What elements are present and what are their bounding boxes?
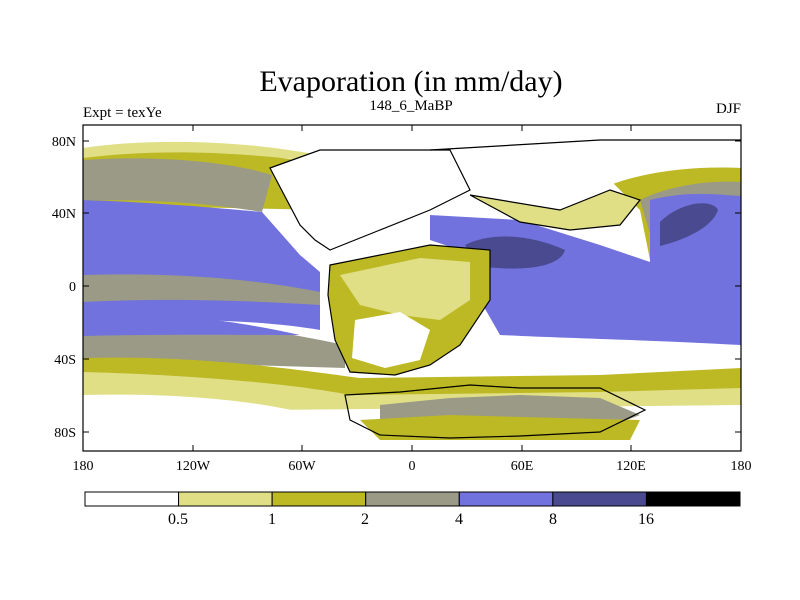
lon-tick-label: 180 xyxy=(73,459,94,474)
coastline-gondwana xyxy=(327,244,491,376)
colorbar-swatch xyxy=(552,491,647,507)
lon-tick-label: 60W xyxy=(288,459,316,474)
lat-tick-label: 40N xyxy=(52,207,76,222)
lat-tick-label: 40S xyxy=(54,353,76,368)
colorbar-swatch xyxy=(458,491,554,507)
map-plot-area xyxy=(83,125,741,451)
colorbar-label: 16 xyxy=(638,511,654,528)
colorbar-label: 1 xyxy=(268,511,276,528)
experiment-label: Expt = texYe xyxy=(83,105,162,121)
colorbar-labels: 0.5 1 2 4 8 16 xyxy=(168,511,654,528)
colorbar-swatch xyxy=(271,491,367,507)
north-pale-band xyxy=(83,141,320,162)
season-label: DJF xyxy=(716,101,741,117)
gondwana-dry-core xyxy=(352,312,430,368)
colorbar-label: 2 xyxy=(361,511,369,528)
coastline-antarctic xyxy=(344,384,647,439)
south-pacific-blue-tongue xyxy=(83,315,300,336)
north-pacific-gray xyxy=(83,158,272,212)
lon-tick-label: 60E xyxy=(511,459,534,474)
latitude-axis: 80N 40N 0 40S 80S xyxy=(52,135,741,441)
colorbar xyxy=(84,491,741,507)
colorbar-swatch xyxy=(645,491,741,507)
figure-title: Evaporation (in mm/day) xyxy=(259,65,562,98)
asia-pale-fringe xyxy=(470,190,640,230)
coastline-north xyxy=(269,149,471,251)
nw-pacific-maximum xyxy=(660,203,718,246)
lat-tick-label: 0 xyxy=(69,280,76,295)
lat-tick-label: 80S xyxy=(54,426,76,441)
lon-tick-label: 0 xyxy=(409,459,416,474)
colorbar-swatch xyxy=(365,491,460,507)
colorbar-swatch xyxy=(178,491,273,507)
asia-landmass xyxy=(430,140,741,220)
colorbar-label: 8 xyxy=(549,511,557,528)
longitude-axis: 180 120W 60W 0 60E 120E 180 xyxy=(73,125,752,474)
coastline-asia xyxy=(429,139,741,231)
lon-tick-label: 120W xyxy=(176,459,211,474)
lon-tick-label: 120E xyxy=(616,459,646,474)
lon-tick-label: 180 xyxy=(731,459,752,474)
north-land-dots xyxy=(270,150,470,250)
center-subtitle: 148_6_MaBP xyxy=(369,98,452,114)
equatorial-pacific-gray xyxy=(83,274,320,305)
colorbar-label: 0.5 xyxy=(168,511,188,528)
gondwana-pale-interior xyxy=(340,258,470,320)
colorbar-swatch xyxy=(84,491,180,507)
colorbar-label: 4 xyxy=(455,511,463,528)
lat-tick-label: 80N xyxy=(52,135,76,150)
